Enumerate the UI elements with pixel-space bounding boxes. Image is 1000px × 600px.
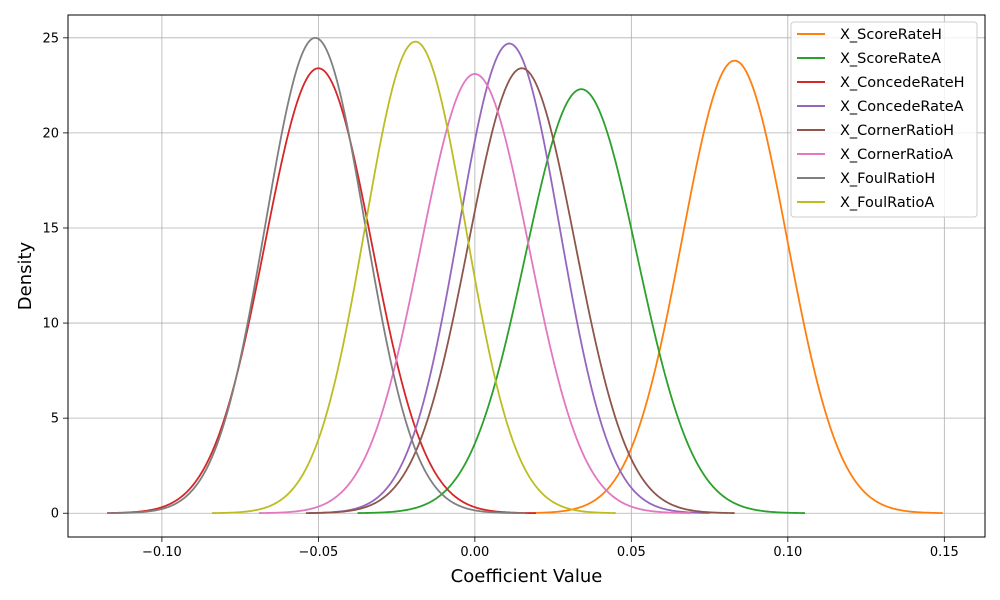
density-curve-x-concederatea: [308, 42, 710, 514]
legend-label: X_ConcedeRateH: [840, 75, 965, 91]
density-curve-x-foulratioh: [107, 36, 525, 515]
y-tick-label: 20: [42, 126, 59, 141]
x-tick-label: −0.05: [298, 545, 338, 560]
x-axis-ticks: −0.10 −0.05 0.00 0.05 0.10 0.15: [142, 537, 959, 560]
y-axis-ticks: 0 5 10 15 20 25: [42, 31, 68, 522]
y-tick-label: 5: [51, 412, 59, 427]
y-tick-label: 0: [51, 507, 59, 522]
y-axis-label: Density: [15, 241, 36, 310]
y-tick-label: 25: [42, 31, 59, 46]
y-tick-label: 15: [42, 221, 59, 236]
legend-label: X_ConcedeRateA: [840, 99, 964, 115]
legend-label: X_CornerRatioH: [840, 123, 954, 139]
legend-box: [790, 21, 978, 218]
x-tick-label: −0.10: [142, 545, 182, 560]
x-axis-label: Coefficient Value: [451, 566, 603, 587]
density-curve-x-cornerratioa: [258, 73, 691, 514]
density-curve-x-scoreratea: [357, 88, 806, 514]
x-tick-label: 0.00: [460, 545, 489, 560]
y-tick-label: 10: [42, 317, 59, 332]
density-curve-x-foulratioa: [211, 40, 616, 514]
x-tick-label: 0.10: [773, 545, 802, 560]
legend-label: X_ScoreRateA: [840, 51, 941, 67]
legend: X_ScoreRateH X_ScoreRateA X_ConcedeRateH X_…: [790, 21, 978, 218]
density-curve-x-scorerateh: [532, 59, 943, 514]
legend-label: X_FoulRatioH: [840, 171, 935, 187]
density-curve-x-concederateh: [107, 67, 536, 515]
legend-label: X_FoulRatioA: [840, 195, 934, 211]
legend-label: X_CornerRatioA: [840, 147, 953, 163]
density-curve-x-cornerratioh: [305, 67, 735, 515]
x-tick-label: 0.15: [930, 545, 959, 560]
legend-label: X_ScoreRateH: [840, 27, 942, 43]
density-curves: [107, 36, 943, 515]
x-tick-label: 0.05: [617, 545, 646, 560]
plot-frame: [67, 14, 986, 538]
